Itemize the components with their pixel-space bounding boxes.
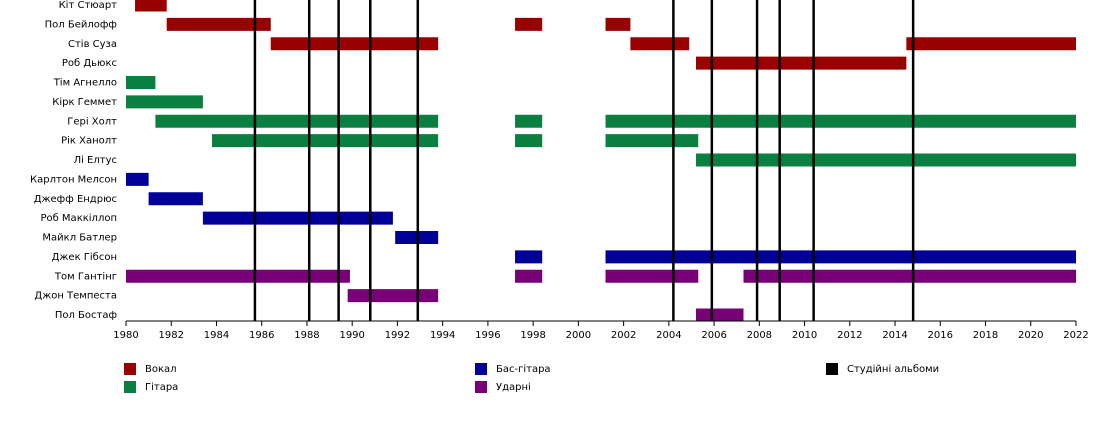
y-tick-label: Кіт Стюарт (59, 0, 118, 11)
y-tick-label: Карлтон Мелсон (30, 174, 117, 185)
member-bar (126, 172, 149, 186)
x-tick-label: 2004 (656, 330, 681, 341)
legend-label: Вокал (145, 364, 177, 375)
member-bar (605, 17, 631, 31)
member-bar (696, 308, 744, 322)
x-tick-label: 2000 (566, 330, 591, 341)
legend-swatch (475, 381, 487, 393)
member-bar (743, 269, 1076, 283)
y-tick-label: Пол Бейлофф (45, 19, 117, 30)
x-tick-label: 2002 (611, 330, 636, 341)
y-tick-label: Кірк Геммет (52, 96, 117, 108)
x-tick-label: 2008 (747, 330, 772, 341)
x-tick-label: 1990 (339, 330, 364, 341)
member-bar (515, 114, 543, 128)
x-tick-label: 2020 (1018, 330, 1043, 341)
x-tick-label: 2012 (837, 330, 862, 341)
x-tick-label: 1982 (159, 330, 184, 341)
member-bar (135, 0, 167, 12)
member-bar (906, 37, 1076, 51)
member-bar (126, 76, 156, 89)
member-bar (148, 192, 203, 206)
x-tick-label: 2010 (792, 330, 817, 341)
x-tick-label: 1992 (385, 330, 410, 341)
member-bar (202, 211, 393, 225)
x-tick-label: 1980 (113, 330, 138, 341)
x-tick-label: 2018 (973, 330, 998, 341)
y-tick-label: Роб Маккіллоп (40, 212, 117, 224)
x-tick-label: 2014 (882, 330, 907, 341)
x-tick-label: 1998 (520, 330, 545, 341)
x-tick-label: 1986 (249, 330, 274, 341)
member-bar (515, 17, 543, 31)
y-tick-label: Том Гантінг (54, 270, 117, 282)
member-bar (515, 250, 543, 264)
legend-label: Студійні альбоми (847, 363, 939, 375)
y-tick-label: Джон Темпеста (34, 291, 117, 302)
y-tick-label: Майкл Батлер (42, 233, 117, 244)
member-bar (155, 114, 439, 128)
y-tick-label: Пол Бостаф (55, 310, 117, 321)
member-bar (630, 37, 690, 51)
member-bar (696, 56, 907, 70)
y-tick-label: Рік Ханолт (61, 135, 117, 147)
legend-label: Бас-гітара (496, 363, 551, 375)
member-bar (515, 134, 543, 148)
legend-swatch (826, 363, 838, 375)
member-bar (211, 134, 439, 148)
y-tick-label: Стів Суза (68, 38, 117, 50)
x-tick-label: 1996 (475, 330, 500, 341)
member-bar (605, 269, 699, 283)
y-tick-label: Джек Гібсон (52, 251, 117, 263)
x-tick-label: 1984 (204, 330, 229, 341)
x-tick-label: 2016 (928, 330, 953, 341)
member-bar (515, 269, 543, 283)
member-bar (126, 269, 350, 283)
member-bar (605, 114, 1076, 128)
legend-label: Гітара (145, 381, 178, 393)
x-tick-label: 1994 (430, 330, 455, 341)
legend-label: Ударні (496, 381, 531, 393)
member-bar (166, 17, 271, 31)
x-tick-label: 2006 (701, 330, 726, 341)
legend-swatch (124, 381, 136, 393)
legend-swatch (124, 363, 136, 375)
y-tick-label: Тім Агнелло (53, 77, 117, 89)
member-bar (605, 250, 1076, 264)
member-bar (347, 289, 439, 303)
y-tick-label: Роб Дьюкс (62, 58, 117, 69)
member-bar (270, 37, 439, 51)
legend-swatch (475, 363, 487, 375)
y-tick-label: Лі Елтус (74, 154, 117, 166)
y-tick-label: Гері Холт (67, 115, 117, 127)
member-bar (696, 153, 1076, 167)
y-tick-label: Джефф Ендрюс (34, 194, 117, 205)
x-tick-label: 1988 (294, 330, 319, 341)
member-bar (605, 134, 699, 148)
member-bar (126, 95, 203, 109)
x-tick-label: 2022 (1063, 330, 1088, 341)
